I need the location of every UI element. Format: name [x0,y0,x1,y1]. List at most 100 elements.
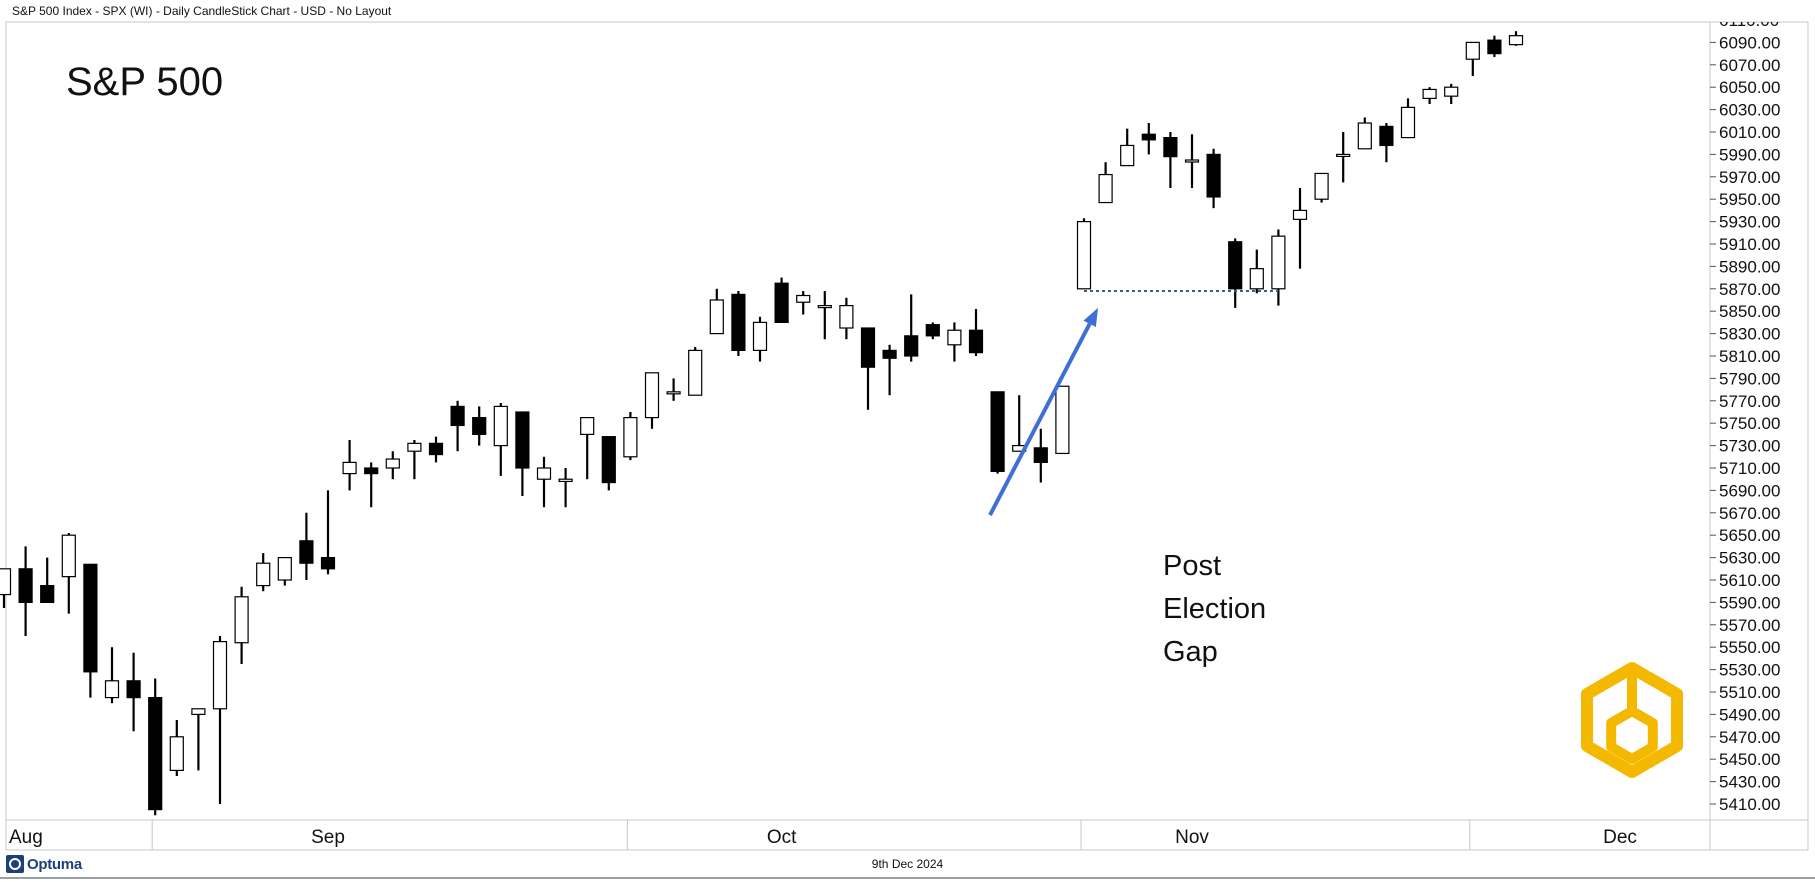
candle-body [1141,133,1156,141]
candle [1400,98,1416,139]
candle [1206,148,1221,209]
footer-date: 9th Dec 2024 [871,857,944,871]
candle [18,546,33,636]
x-month-label: Sep [311,827,345,848]
candle-body [580,417,595,436]
candle-body [860,327,876,368]
brand-name: Optuma [27,855,82,873]
candle [1141,123,1156,155]
candle-body [450,405,465,427]
candle-body [1163,137,1178,158]
watermark-logo [1581,662,1683,778]
candle-body [1184,159,1200,163]
candle-body [623,417,638,458]
candle-body [1357,122,1372,150]
candles [0,31,1524,816]
y-tick-label: 6110.00 [1719,11,1779,30]
candle-body [299,540,314,564]
candle-body [882,349,897,359]
candle-body [1076,221,1092,290]
y-tick-label: 6070.00 [1719,56,1780,75]
candle-body [148,696,163,811]
y-tick-label: 5810.00 [1719,347,1780,366]
y-tick-label: 5930.00 [1719,213,1780,232]
y-tick-label: 5970.00 [1719,168,1780,187]
candle-body [752,321,768,351]
candle [688,347,703,396]
candle-body [731,293,746,351]
candle [666,378,681,401]
candle-body [1055,385,1070,455]
candle [1422,87,1437,104]
x-month-label: Aug [9,827,43,848]
candle-body [1336,153,1351,157]
candle-body [256,562,271,587]
candle-body [1033,447,1048,463]
y-tick-label: 5590.00 [1719,593,1780,612]
candle-body [1444,86,1459,97]
candle [990,391,1005,474]
candle [1012,395,1027,452]
candle [1098,162,1113,204]
candle [1228,238,1243,308]
y-tick-label: 5650.00 [1719,526,1780,545]
candle-body [1249,268,1264,290]
candle [1292,188,1308,269]
y-tick-label: 5710.00 [1719,459,1780,478]
candle-body [83,563,98,673]
arrow-head [1083,307,1098,328]
candle-body [796,294,811,303]
y-tick-label: 5490.00 [1719,705,1780,724]
candle-body [277,556,292,581]
candle [1184,134,1200,188]
candle [1487,35,1502,57]
y-tick-label: 5730.00 [1719,437,1780,456]
candle [1033,428,1048,483]
candle-body [1228,241,1243,290]
y-tick-label: 6010.00 [1719,123,1780,142]
logo-hex-outer [1581,662,1683,778]
candle-body [839,305,854,329]
candle [839,297,854,340]
y-tick-label: 5550.00 [1719,638,1780,657]
candle [1336,132,1351,183]
candle-body [428,442,444,456]
candle [1120,128,1135,167]
y-tick-label: 5630.00 [1719,549,1780,568]
candle [709,288,724,335]
y-tick-label: 5510.00 [1719,683,1780,702]
candle-body [904,335,919,357]
candle [536,456,552,508]
candle-body [601,436,616,484]
candle-body [1379,125,1394,147]
candle [148,678,163,816]
candle [83,563,98,698]
y-tick-label: 5850.00 [1719,302,1780,321]
y-tick-label: 5450.00 [1719,750,1780,769]
annotation-word: Post [1163,550,1221,582]
candle [968,308,984,356]
candle [320,490,336,575]
candle-body [515,411,530,469]
y-tick-label: 5990.00 [1719,145,1780,164]
candle [1508,31,1524,46]
candle [40,557,55,603]
x-month-label: Dec [1603,827,1637,848]
y-tick-label: 5830.00 [1719,325,1780,344]
y-tick-label: 5470.00 [1719,728,1780,747]
candle [580,417,595,480]
candle-body [1292,209,1308,220]
logo-hex-inner [1606,706,1658,764]
candle [817,291,832,340]
candle-body [212,640,228,710]
y-tick-label: 5770.00 [1719,392,1780,411]
candle [104,647,120,704]
candle-body [666,391,681,395]
candle [364,462,379,508]
candle-body [1422,88,1437,100]
chart-title: S&P 500 [66,60,223,104]
candle-body [1508,35,1524,46]
candle-body [558,478,573,483]
